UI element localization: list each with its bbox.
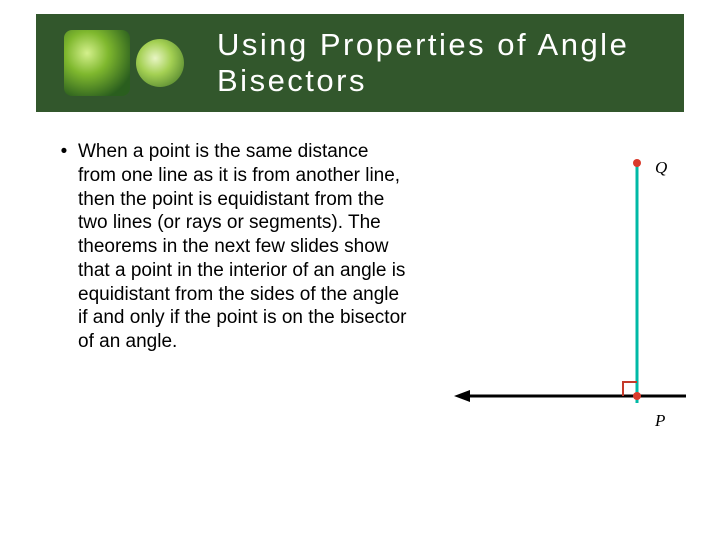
leaf-icon [64,30,130,96]
svg-text:Q: Q [655,158,667,177]
body-content: • When a point is the same distance from… [50,140,410,354]
bullet-item: • When a point is the same distance from… [50,140,410,354]
slide-title: Using Properties of Angle Bisectors [209,27,681,98]
bullet-marker: • [50,140,78,354]
geometry-diagram: QP [454,148,686,443]
leaf-logo [39,17,209,109]
title-bar: Using Properties of Angle Bisectors [36,14,684,112]
svg-text:P: P [654,411,665,430]
leaf-icon-small [136,39,184,87]
bullet-text: When a point is the same distance from o… [78,140,410,354]
